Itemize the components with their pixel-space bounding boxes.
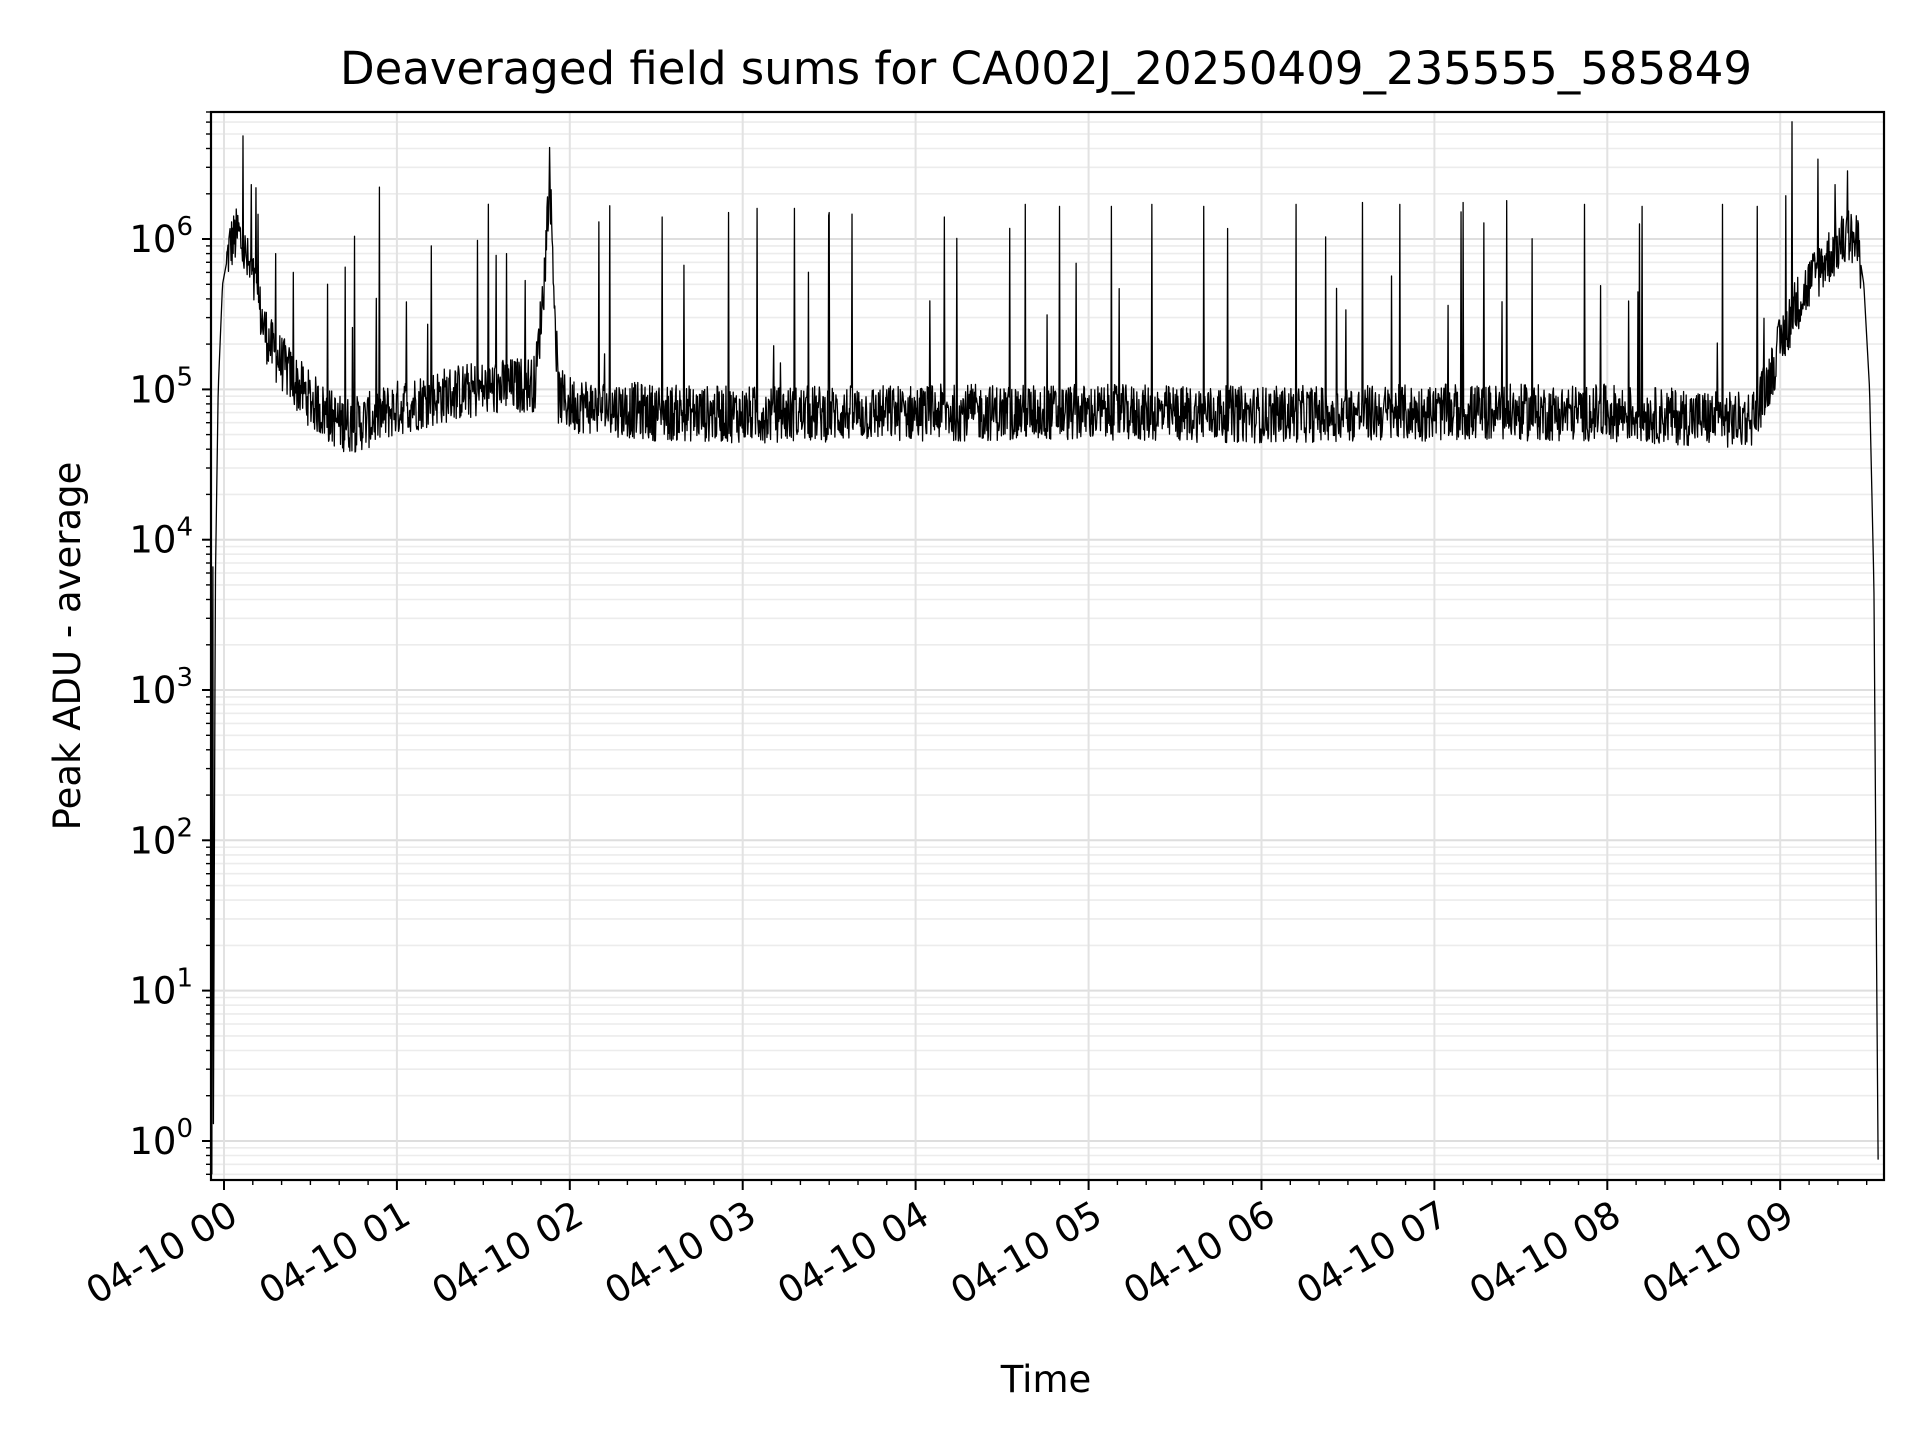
series-line (211, 121, 1879, 1175)
y-tick-label: 103 (129, 663, 193, 712)
chart-title: Deaveraged field sums for CA002J_2025040… (340, 42, 1752, 95)
grid-lines (211, 111, 1884, 1180)
y-tick-label: 101 (129, 964, 193, 1013)
y-tick-label: 105 (129, 362, 193, 411)
y-axis-label: Peak ADU - average (46, 462, 89, 831)
y-tick-label: 104 (129, 513, 193, 562)
y-tick-label: 100 (129, 1114, 193, 1163)
y-tick-label: 106 (129, 212, 193, 261)
y-axis-ticks: 100 101 102 103 104 105 106 (129, 111, 211, 1176)
plot-area-frame (209, 110, 1886, 1182)
x-axis-label: Time (1000, 1358, 1092, 1401)
y-tick-label: 102 (129, 813, 193, 862)
data-series (211, 121, 1879, 1175)
